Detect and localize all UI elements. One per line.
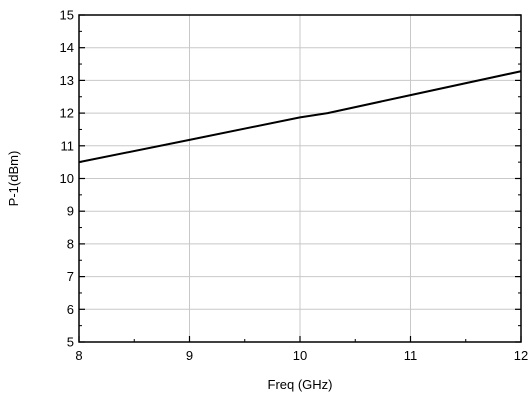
y-tick-label: 14 [60,40,74,55]
y-tick-label: 15 [60,8,74,23]
tick-labels: 8 9 10 11 12 5 6 7 8 9 10 11 12 13 14 15 [60,8,529,364]
y-tick-label: 8 [67,236,74,251]
y-tick-label: 10 [60,171,74,186]
y-tick-label: 13 [60,73,74,88]
x-tick-label: 10 [293,348,307,363]
y-tick-label: 7 [67,269,74,284]
y-tick-label: 9 [67,204,74,219]
series-layer [78,70,522,164]
y-tick-label: 12 [60,106,74,121]
x-tick-label: 9 [186,348,193,363]
x-axis-title: Freq (GHz) [268,377,333,392]
series-line [78,70,522,164]
y-tick-label: 6 [67,302,74,317]
axis-ticks [78,14,522,343]
y-tick-label: 11 [61,138,75,153]
x-tick-label: 8 [75,348,82,363]
y-axis-title: P-1(dBm) [6,151,21,207]
x-tick-label: 12 [514,348,528,363]
y-tick-label: 5 [67,335,74,350]
x-tick-label: 11 [404,348,418,363]
grid [79,15,521,342]
